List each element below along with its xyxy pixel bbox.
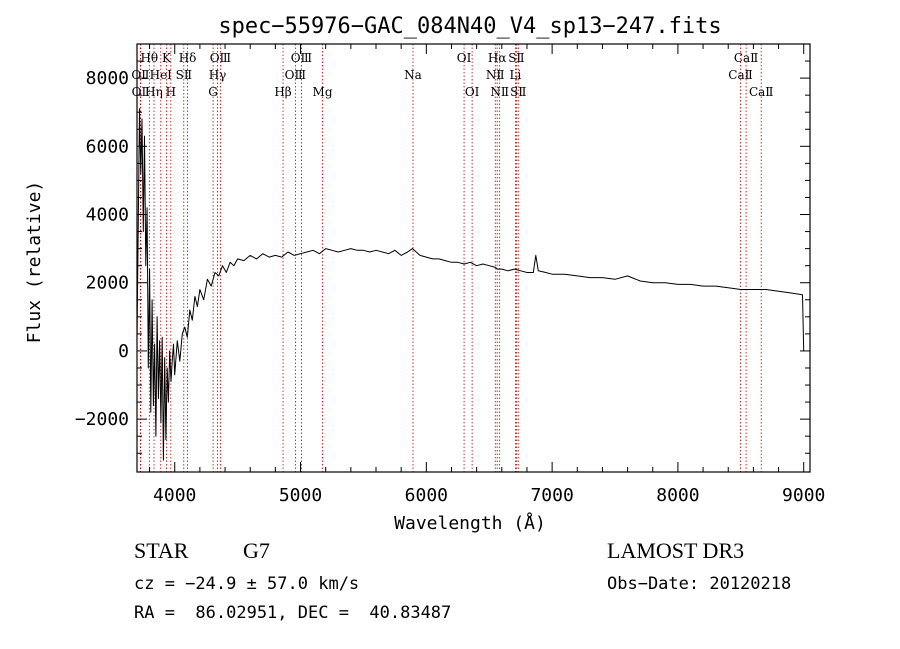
redshift-cz: cz = −24.9 ± 57.0 km/s [134,574,360,594]
line-label: SⅡ [510,85,526,99]
emission-line-markers [139,44,762,472]
line-label: OⅡ [132,85,150,99]
line-label: K [162,51,172,65]
x-axis-ticks: 4000 5000 6000 7000 8000 9000 [149,44,825,506]
spectrum-line [136,108,805,461]
y-tick-label: 6000 [86,136,129,157]
line-label: OⅠ [465,85,480,99]
line-label: Hδ [179,51,197,65]
x-tick-label: 9000 [782,485,825,506]
line-label: CaⅡ [734,51,759,65]
observation-date: Obs−Date: 20120218 [607,574,792,594]
y-tick-label: −2000 [75,409,129,430]
spectral-subclass: G7 [243,538,270,563]
line-label: Hα [488,51,507,65]
line-label: SⅡ [176,68,192,82]
coordinates: RA = 86.02951, DEC = 40.83487 [134,603,452,623]
y-axis-ticks: −2000 0 2000 4000 6000 8000 [75,60,810,454]
line-label: CaⅡ [728,68,753,82]
plot-frame [136,43,811,473]
x-axis-label: Wavelength (Å) [394,512,546,534]
x-tick-label: 7000 [530,485,573,506]
chart-title: spec−55976−GAC_084N40_V4_sp13−247.fits [218,14,721,39]
line-label: OⅠ [457,51,472,65]
x-tick-label: 6000 [405,485,448,506]
line-label: G [208,85,218,99]
line-label: H [166,85,176,99]
line-label: OⅢ [210,51,231,65]
line-label: Hη [145,85,163,99]
line-label: OⅢ [285,68,306,82]
y-axis-label: Flux (relative) [24,181,45,344]
line-label: Hθ [140,51,158,65]
line-label: CaⅡ [749,85,774,99]
y-tick-label: 8000 [86,68,129,89]
y-tick-label: 0 [118,341,129,362]
line-label: OⅢ [291,51,312,65]
survey-name: LAMOST DR3 [607,538,745,563]
line-label: HeⅠ [150,68,173,82]
line-label: NⅡ [486,68,505,82]
y-tick-label: 2000 [86,273,129,294]
y-tick-label: 4000 [86,205,129,226]
spectrum-layer [136,108,805,461]
line-label: Hγ [209,68,227,82]
line-label: OⅡ [131,68,149,82]
line-label: SⅡ [508,51,524,65]
x-tick-label: 4000 [153,485,196,506]
x-tick-label: 8000 [656,485,699,506]
line-label: NⅡ [490,85,509,99]
line-label: Li [509,68,521,82]
object-type: STAR [134,538,189,563]
x-tick-label: 5000 [279,485,322,506]
line-label: Hβ [274,85,291,99]
line-label: Na [404,68,422,82]
line-label: Mg [313,85,333,99]
